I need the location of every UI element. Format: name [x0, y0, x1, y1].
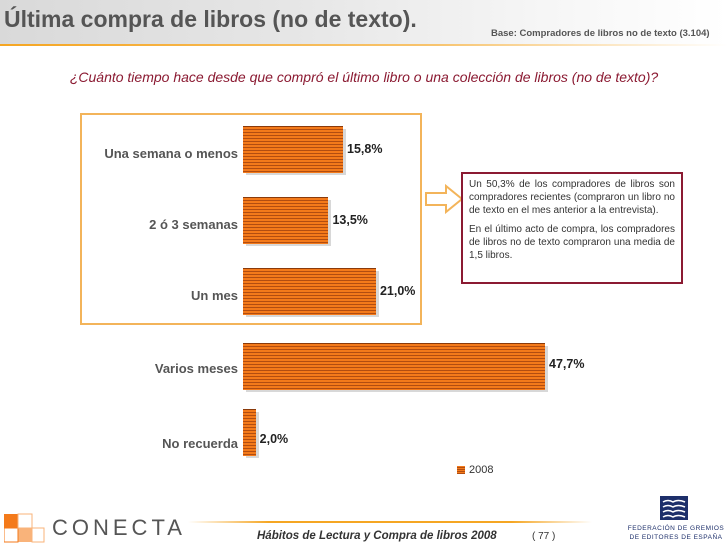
category-label: Un mes [191, 288, 238, 303]
bar [243, 197, 329, 244]
footer-divider [188, 521, 592, 523]
value-label: 47,7% [549, 357, 585, 371]
callout-paragraph-1: Un 50,3% de los compradores de libros so… [469, 179, 675, 216]
bar [243, 268, 376, 315]
base-note: Base: Compradores de libros no de texto … [491, 28, 710, 39]
callout-paragraph-2: En el último acto de compra, los comprad… [469, 224, 675, 261]
value-label: 21,0% [379, 284, 416, 298]
federacion-line-1: FEDERACIÓN DE GREMIOS [627, 525, 725, 532]
category-label: Varios meses [154, 361, 238, 376]
federacion-logo-icon [660, 496, 688, 520]
bar [243, 409, 256, 456]
page-title: Última compra de libros (no de texto). [4, 6, 417, 32]
category-label: No recuerda [162, 436, 238, 451]
legend-swatch [457, 466, 465, 474]
legend-label: 2008 [469, 464, 494, 476]
federacion-line-2: DE EDITORES DE ESPAÑA [629, 534, 723, 541]
federacion-logo-text: FEDERACIÓN DE GREMIOS DE EDITORES DE ESP… [626, 524, 726, 542]
conecta-logo-icon [4, 513, 45, 543]
header-band [0, 0, 728, 44]
conecta-logo-text: CONECTA [52, 515, 186, 540]
chart-legend: 2008 [457, 464, 493, 476]
survey-question: ¿Cuánto tiempo hace desde que compró el … [69, 69, 659, 85]
value-label: 13,5% [332, 213, 368, 227]
category-label: 2 ó 3 semanas [149, 217, 238, 232]
header-divider [0, 44, 728, 46]
bar [243, 343, 545, 390]
bar [243, 126, 344, 173]
value-label: 15,8% [347, 142, 383, 156]
callout-box: Un 50,3% de los compradores de libros so… [461, 172, 683, 284]
page-number: ( 77 ) [532, 531, 556, 542]
recent-buyers-highlight-box [80, 113, 422, 325]
footer-title: Hábitos de Lectura y Compra de libros 20… [257, 530, 497, 542]
value-label: 2,0% [259, 432, 289, 446]
category-label: Una semana o menos [104, 146, 238, 161]
arrow-right-icon [425, 184, 464, 214]
